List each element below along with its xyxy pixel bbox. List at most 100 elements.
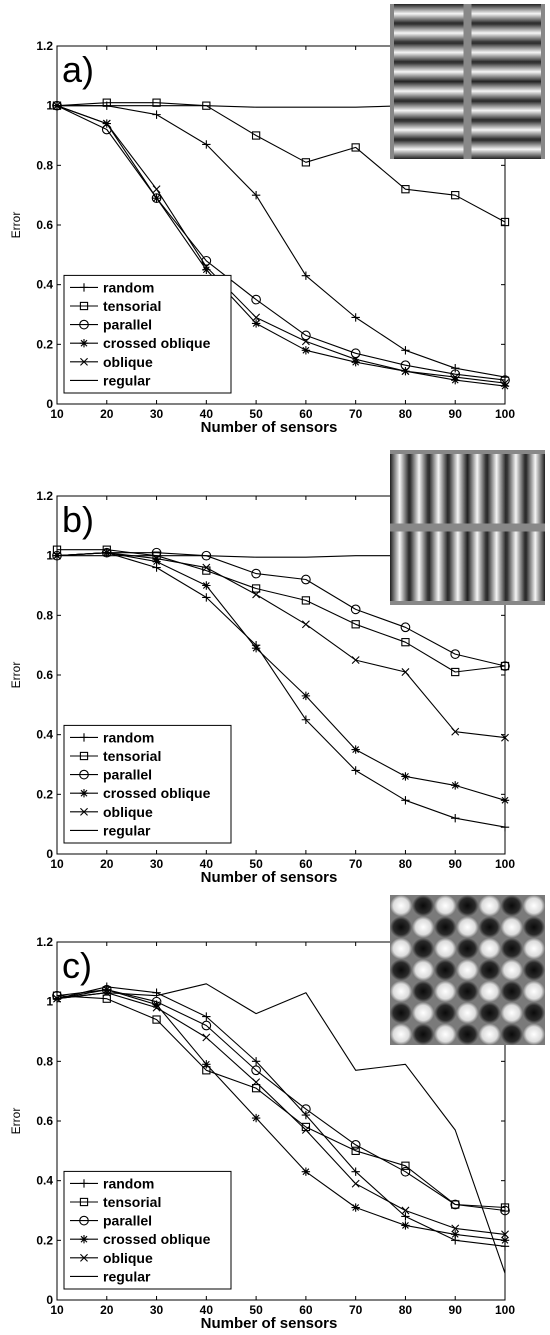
- legend-marker: [79, 751, 89, 761]
- data-point-random: [301, 715, 311, 724]
- y-tick-label: 0.2: [36, 1233, 53, 1247]
- data-point-crossed-oblique: [401, 1221, 410, 1230]
- data-point-random: [500, 822, 510, 832]
- x-tick-label: 100: [495, 857, 515, 871]
- x-tick-label: 60: [299, 407, 313, 421]
- data-point-oblique: [102, 548, 111, 557]
- data-point-random: [451, 814, 460, 823]
- x-tick-label: 80: [399, 1303, 413, 1317]
- data-point-tensorial: [500, 661, 510, 671]
- data-point-parallel: [450, 649, 461, 659]
- data-point-oblique: [301, 620, 310, 629]
- y-tick-label: 0.6: [36, 218, 53, 232]
- inset-image: [390, 895, 545, 1045]
- data-point-oblique: [252, 1078, 261, 1087]
- legend-label: regular: [103, 822, 151, 838]
- data-point-tensorial: [301, 596, 311, 605]
- legend-entry-tensorial: tensorial: [70, 1194, 161, 1210]
- data-point-crossed-oblique: [301, 346, 311, 355]
- data-point-parallel: [201, 1020, 212, 1031]
- data-point-oblique: [202, 1033, 211, 1042]
- data-point-parallel: [450, 1199, 461, 1210]
- legend-entry-oblique: oblique: [70, 804, 153, 820]
- data-point-crossed-oblique: [500, 381, 510, 391]
- data-point-crossed-oblique: [351, 1203, 360, 1212]
- data-point-oblique: [152, 554, 161, 563]
- legend-label: random: [103, 1175, 154, 1191]
- data-point-oblique: [252, 313, 261, 322]
- data-point-parallel: [400, 622, 411, 633]
- x-tick-label: 40: [200, 407, 214, 421]
- data-point-oblique: [152, 1003, 161, 1012]
- data-point-tensorial: [401, 185, 410, 194]
- legend: random tensorial parallel crossed oblique ob…: [63, 724, 232, 844]
- data-point-oblique: [202, 262, 211, 271]
- data-point-oblique: [301, 1125, 310, 1134]
- panel-label: c): [62, 945, 92, 986]
- series-line-random: [57, 105, 506, 378]
- data-point-parallel: [350, 604, 361, 615]
- legend-marker: [80, 807, 88, 816]
- legend-entry-random: random: [70, 1175, 154, 1191]
- x-axis-label: Number of sensors: [201, 1315, 338, 1330]
- legend-entry-regular: regular: [70, 1268, 151, 1284]
- legend-entry-tensorial: tensorial: [70, 748, 161, 764]
- x-tick-label: 50: [249, 1303, 263, 1317]
- y-tick-label: 0: [46, 397, 53, 411]
- data-point-random: [401, 796, 410, 805]
- data-point-oblique: [301, 337, 310, 346]
- x-tick-label: 100: [495, 407, 515, 421]
- x-tick-label: 90: [449, 407, 463, 421]
- data-point-parallel: [251, 294, 261, 305]
- panel-label: b): [62, 499, 94, 540]
- data-point-tensorial: [152, 1015, 161, 1024]
- legend-marker: [79, 733, 89, 742]
- data-point-crossed-oblique: [152, 557, 161, 566]
- series-crossed-oblique: [52, 101, 510, 391]
- data-point-crossed-oblique: [401, 772, 410, 781]
- legend-label: tensorial: [103, 748, 161, 764]
- data-point-oblique: [351, 656, 360, 665]
- data-point-oblique: [401, 1206, 410, 1215]
- legend-label: tensorial: [103, 1194, 161, 1210]
- series-oblique: [53, 101, 509, 388]
- legend-label: random: [103, 729, 154, 745]
- data-point-parallel: [151, 547, 162, 558]
- x-tick-label: 70: [349, 407, 363, 421]
- data-point-parallel: [500, 661, 510, 671]
- data-point-random: [301, 271, 311, 280]
- legend-marker: [79, 301, 89, 311]
- y-tick-label: 1.2: [36, 39, 53, 53]
- legend-label: crossed oblique: [103, 1231, 211, 1247]
- data-point-parallel: [301, 330, 311, 341]
- legend-label: oblique: [103, 354, 153, 370]
- data-point-parallel: [400, 1166, 411, 1177]
- data-point-parallel: [301, 1104, 311, 1114]
- series-crossed-oblique: [52, 548, 510, 805]
- data-point-crossed-oblique: [301, 1167, 311, 1176]
- x-tick-label: 30: [150, 407, 164, 421]
- chart-panel-2: 10 20 30 40 50 60 70 80 90 100 0 0.2 0.4 0.6 0.8 1 1.2 Nu…: [9, 489, 515, 886]
- legend-label: oblique: [103, 1250, 153, 1266]
- x-tick-label: 50: [249, 407, 263, 421]
- legend-entry-crossed-oblique: crossed oblique: [70, 335, 211, 351]
- data-point-parallel: [151, 193, 162, 203]
- data-point-random: [351, 766, 360, 775]
- data-point-tensorial: [351, 1146, 360, 1155]
- x-tick-label: 20: [100, 407, 114, 421]
- data-point-tensorial: [401, 638, 410, 647]
- legend-label: crossed oblique: [103, 335, 211, 351]
- data-point-random: [202, 593, 211, 602]
- legend-marker: [80, 357, 88, 366]
- data-point-crossed-oblique: [351, 745, 360, 754]
- data-point-tensorial: [451, 667, 460, 677]
- legend-marker: [79, 1235, 89, 1244]
- data-point-crossed-oblique: [202, 265, 211, 274]
- legend-entry-crossed-oblique: crossed oblique: [70, 1231, 211, 1247]
- data-point-crossed-oblique: [102, 985, 111, 994]
- data-point-oblique: [351, 1179, 360, 1188]
- x-tick-label: 100: [495, 1303, 515, 1317]
- y-tick-label: 1: [46, 99, 53, 113]
